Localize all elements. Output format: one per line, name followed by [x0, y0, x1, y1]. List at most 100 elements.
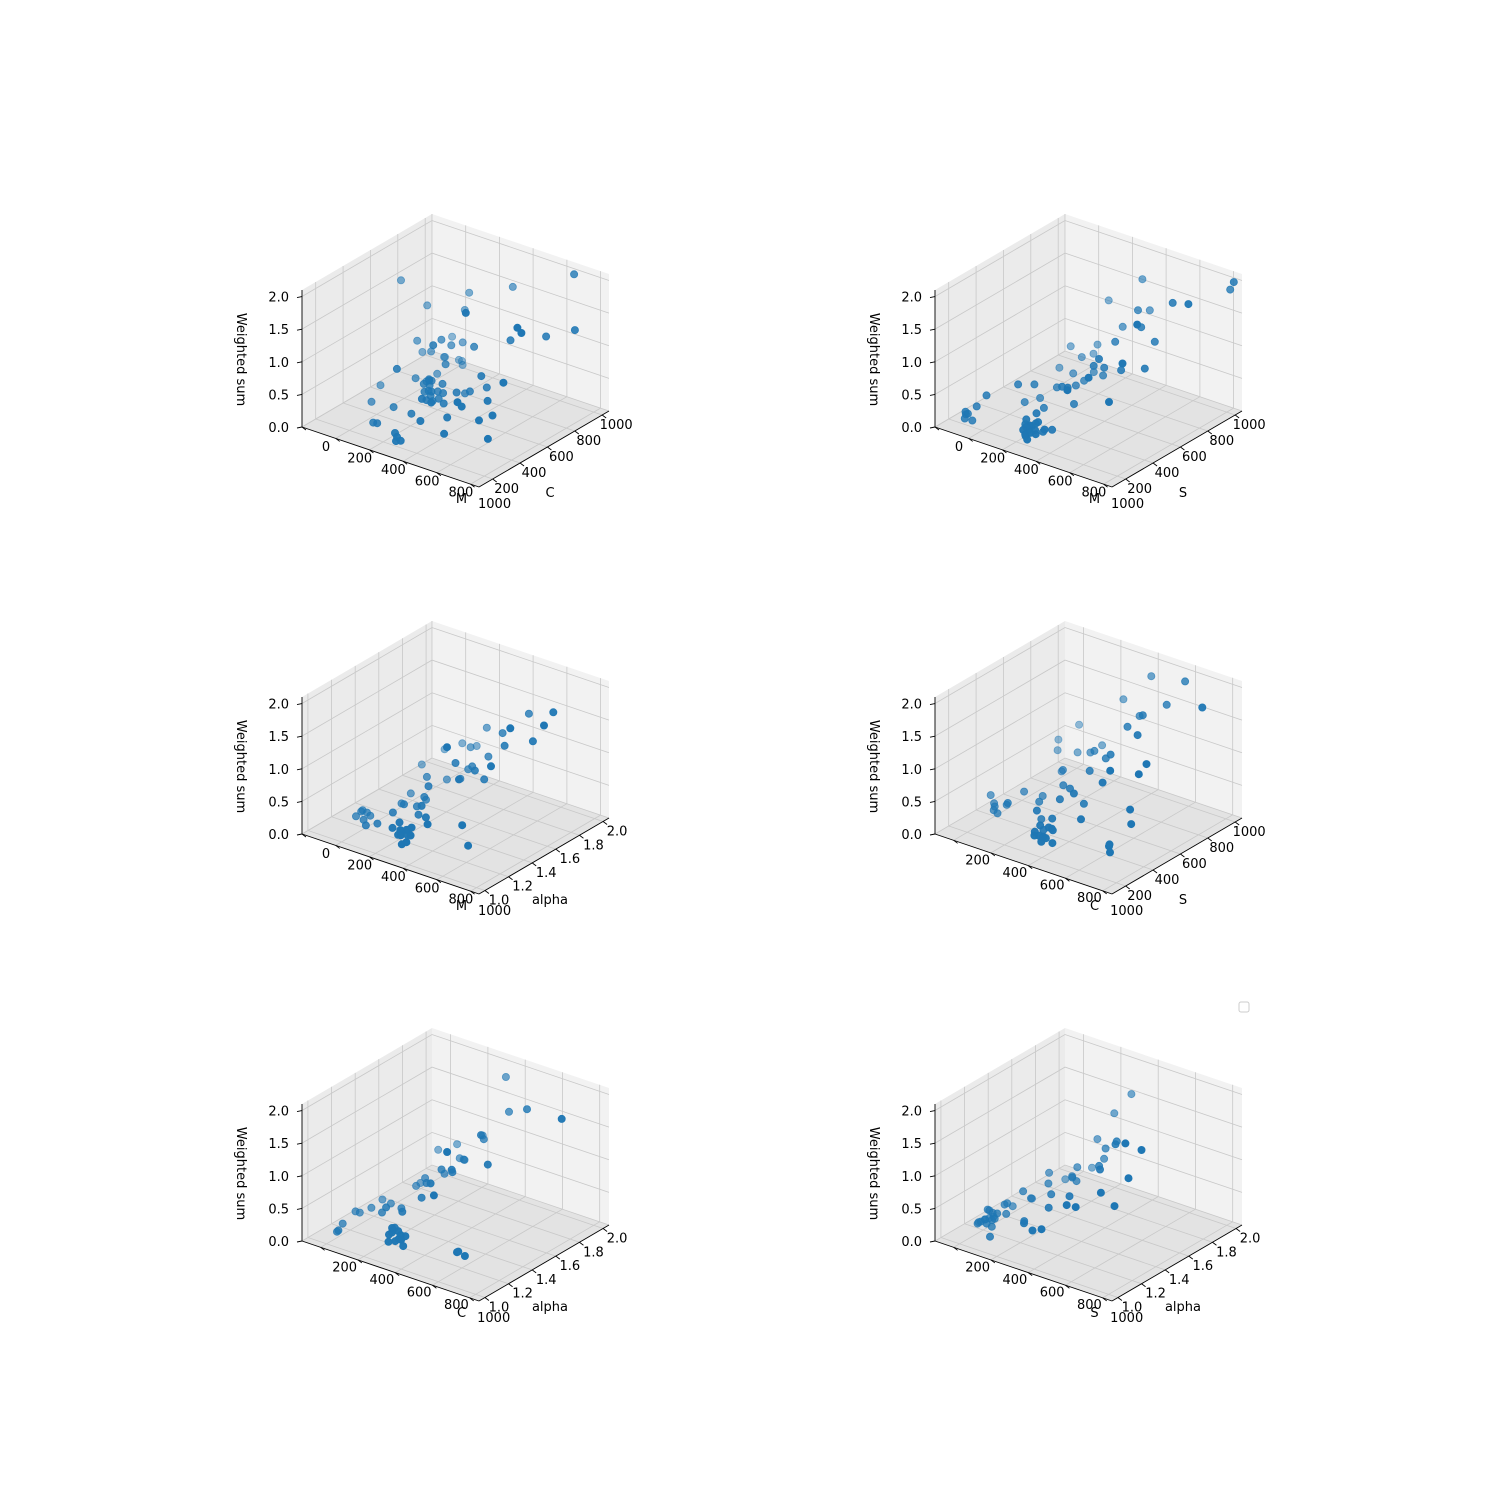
x-tick-label: 200 — [1127, 482, 1152, 497]
scatter-point — [1138, 275, 1147, 284]
y-tick — [934, 426, 940, 431]
y-axis-label: M — [456, 492, 467, 507]
scatter-point — [1124, 1174, 1133, 1183]
scatter-point — [454, 1247, 463, 1256]
z-tick — [929, 735, 936, 738]
scatter-point — [351, 812, 360, 821]
scatter-point — [1104, 296, 1113, 305]
y-tick — [436, 879, 442, 884]
x-axis-label: alpha — [532, 1300, 568, 1315]
scatter-point — [488, 411, 497, 420]
x-tick-label: 1.8 — [583, 838, 604, 853]
scatter-point — [540, 721, 549, 730]
scatter-point — [361, 821, 370, 830]
left-pane — [935, 1028, 1065, 1241]
z-tick-label: 0.0 — [268, 828, 289, 843]
z-gridline — [934, 692, 1243, 770]
scatter-points — [986, 672, 1207, 857]
y-tick-label: 200 — [347, 858, 372, 873]
z-tick — [929, 833, 936, 836]
scatter-point — [1142, 760, 1151, 769]
scatter-point — [411, 374, 420, 383]
z-tick — [929, 1142, 936, 1145]
y-tick — [1002, 449, 1007, 454]
scatter-point — [466, 743, 475, 752]
chart-panel-6: 2.01.81.61.41.21.020040060080010000.00.5… — [866, 1028, 1260, 1326]
scatter-point — [1138, 711, 1147, 720]
x-tick — [1207, 837, 1213, 842]
z-tick — [929, 703, 936, 705]
x-tick — [602, 821, 608, 825]
y-axis-label: C — [1090, 899, 1099, 914]
scatter-point — [417, 394, 426, 403]
scatter-point — [395, 818, 404, 827]
scatter-points — [332, 1073, 566, 1261]
y-tick — [1069, 472, 1075, 477]
z-tick — [929, 296, 936, 298]
scatter-point — [392, 364, 401, 373]
scatter-point — [1032, 806, 1041, 815]
z-gridline — [301, 724, 610, 802]
z-gridline — [934, 350, 1243, 428]
x-tick-label: 800 — [1209, 841, 1234, 856]
y-tick — [953, 1246, 958, 1251]
z-tick — [296, 1207, 303, 1210]
x-tick-label: 1.6 — [559, 1259, 580, 1274]
scatter-point — [417, 760, 426, 769]
scatter-point — [1044, 1179, 1053, 1188]
y-tick-label: 400 — [1002, 866, 1027, 881]
scatter-point — [483, 434, 492, 443]
scatter-points — [973, 1090, 1146, 1241]
scatter-point — [458, 338, 467, 347]
scatter-point — [1089, 361, 1098, 370]
x-tick-label: 1.2 — [512, 1287, 533, 1302]
scatter-point — [990, 802, 999, 811]
y-tick — [990, 1259, 996, 1264]
scatter-point — [1066, 342, 1075, 351]
z-tick — [929, 393, 936, 396]
y-tick — [335, 438, 340, 442]
scatter-point — [461, 308, 470, 317]
z-gridline — [934, 627, 1243, 704]
chart-panel-3: 2.01.81.61.41.21.0020040060080010000.00.… — [233, 621, 627, 919]
x-tick — [1234, 414, 1240, 419]
z-tick — [929, 1110, 936, 1112]
scatter-point — [1133, 731, 1142, 740]
scatter-point — [1075, 720, 1084, 729]
scatter-point — [452, 388, 461, 397]
y-tick — [1035, 460, 1041, 465]
scatter-point — [1089, 349, 1098, 358]
scatter-point — [1002, 1209, 1011, 1218]
scatter-point — [406, 789, 415, 798]
x-tick-label: 2.0 — [607, 824, 628, 839]
scatter-point — [1134, 306, 1143, 315]
scatter-point — [500, 741, 509, 750]
x-axis-line — [1111, 1224, 1243, 1302]
x-tick-label: 800 — [576, 434, 601, 449]
x-tick-label: 1.4 — [536, 866, 557, 881]
scatter-point — [1036, 393, 1045, 402]
scatter-point — [523, 1105, 532, 1114]
scatter-point — [451, 759, 460, 768]
y-tick-label: 600 — [1040, 879, 1065, 894]
x-tick — [579, 834, 584, 839]
y-axis-label: M — [456, 899, 467, 914]
scatter-point — [1084, 373, 1093, 382]
z-gridline — [934, 1164, 1243, 1242]
scatter-point — [1062, 1201, 1071, 1210]
x-tick — [508, 876, 513, 881]
scatter-points — [960, 275, 1238, 444]
z-tick — [929, 328, 936, 331]
y-tick — [470, 890, 475, 895]
x-tick — [574, 430, 580, 435]
scatter-point — [439, 399, 448, 408]
z-tick-label: 2.0 — [268, 291, 289, 306]
x-tick — [531, 862, 537, 867]
z-axis-label: Weighted sum — [233, 1127, 248, 1220]
scatter-point — [1121, 1139, 1130, 1148]
y-tick-label: 1000 — [1110, 904, 1143, 919]
z-gridline — [934, 220, 1243, 297]
z-tick — [296, 361, 303, 364]
scatter-point — [458, 821, 467, 830]
scatter-point — [517, 328, 526, 337]
